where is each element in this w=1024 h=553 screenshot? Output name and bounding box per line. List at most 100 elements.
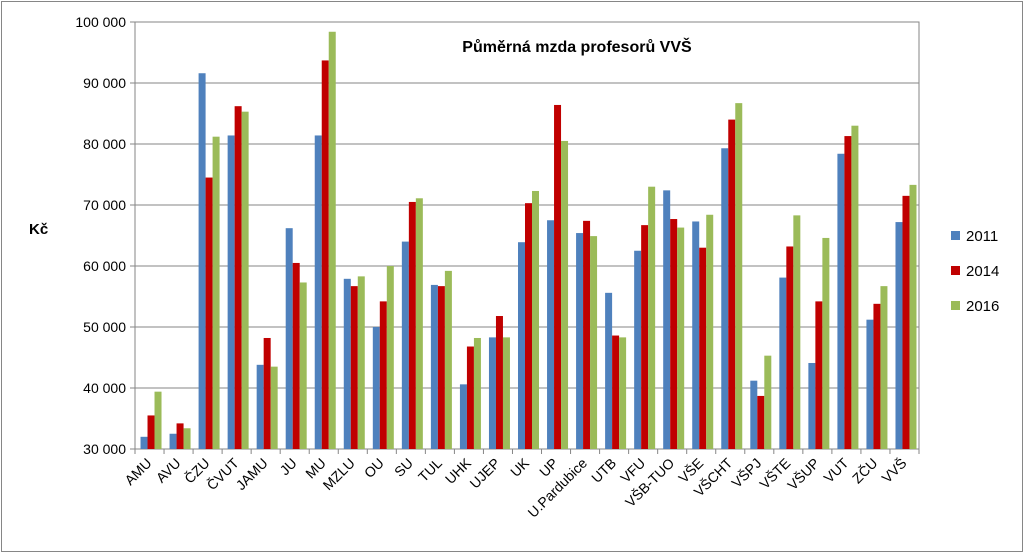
bar-2016 [270, 366, 278, 449]
bar-2016 [619, 337, 627, 449]
legend-label-2016: 2016 [966, 298, 999, 315]
y-axis-ticks: 30 000 40 000 50 000 60 000 70 000 80 000 90 0… [75, 14, 126, 457]
x-tick-label: TUL [415, 455, 445, 485]
x-tick-label: VŠPJ [728, 455, 764, 491]
bar-2011 [256, 364, 264, 449]
bar-2011 [779, 277, 787, 449]
bar-2014 [844, 136, 852, 449]
bar-2014 [176, 423, 184, 449]
chart-title: Půměrná mzda profesorů VVŠ [462, 37, 692, 56]
x-tick-label: UTB [588, 455, 619, 486]
bar-2016 [735, 103, 743, 449]
x-tick-label: UJEP [466, 455, 503, 492]
x-tick-label: SU [391, 455, 416, 480]
y-tick-label: 30 000 [83, 441, 126, 457]
bar-2016 [648, 186, 656, 449]
bar-2016 [677, 227, 685, 449]
legend-label-2014: 2014 [966, 263, 999, 280]
bar-2011 [227, 135, 235, 449]
bar-2011 [721, 148, 729, 449]
bar-2016 [328, 31, 336, 449]
bar-2011 [459, 384, 467, 449]
x-tick-label: MZLU [320, 455, 358, 493]
bar-2014 [234, 106, 242, 450]
y-tick-label: 80 000 [83, 136, 126, 152]
bar-2014 [205, 177, 213, 450]
bar-2011 [605, 292, 613, 449]
y-tick-label: 70 000 [83, 197, 126, 213]
x-tick-label: VŠUP [784, 455, 822, 493]
y-axis-label: Kč [29, 221, 48, 238]
x-tick-label: AMU [121, 455, 154, 488]
bar-2011 [866, 319, 874, 449]
bar-2011 [198, 73, 206, 450]
x-tick-label: OU [361, 455, 387, 481]
bar-2014 [466, 346, 474, 449]
bar-2011 [343, 278, 351, 449]
bar-2014 [147, 415, 155, 449]
bar-2011 [692, 221, 700, 449]
y-tick-label: 60 000 [83, 258, 126, 274]
bar-2014 [728, 119, 736, 449]
bar-2014 [408, 201, 416, 449]
bar-2014 [757, 395, 765, 449]
bar-2014 [583, 220, 591, 449]
x-tick-label: VUT [820, 454, 851, 485]
bar-2011 [576, 233, 584, 449]
bar-2014 [292, 262, 300, 449]
bar-2014 [699, 247, 707, 449]
bar-2016 [415, 198, 423, 449]
y-tick-label: 90 000 [83, 75, 126, 91]
bar-2016 [473, 337, 481, 449]
bar-2011 [837, 153, 845, 449]
bar-2016 [851, 125, 859, 449]
bar-2016 [502, 337, 510, 449]
bar-2011 [808, 362, 816, 449]
bar-2016 [386, 266, 394, 449]
x-tick-label: ČVUT [203, 455, 242, 494]
bar-2011 [430, 284, 438, 449]
bar-2016 [212, 136, 220, 449]
bar-2016 [590, 236, 598, 449]
x-tick-label: AVU [153, 455, 184, 486]
bar-2014 [815, 301, 823, 449]
x-tick-label: VVŠ [878, 455, 909, 486]
bar-2011 [488, 337, 496, 449]
bar-2016 [154, 391, 162, 449]
bar-2014 [873, 303, 881, 449]
bar-2011 [285, 228, 293, 449]
legend-swatch-2014 [951, 266, 960, 275]
bar-2014 [321, 60, 329, 450]
bar-2016 [909, 184, 917, 449]
bar-2011 [372, 327, 380, 449]
bar-2016 [561, 140, 569, 449]
bars [140, 31, 917, 450]
y-tick-label: 50 000 [83, 319, 126, 335]
bar-2016 [532, 190, 539, 449]
bar-2014 [670, 219, 678, 449]
bar-2011 [895, 222, 903, 449]
bar-2016 [299, 282, 307, 449]
bar-2011 [518, 242, 525, 449]
legend-swatch-2016 [951, 301, 960, 310]
x-tick-label: JAMU [233, 455, 271, 493]
bar-2014 [525, 203, 532, 449]
legend-swatch-2011 [951, 231, 960, 240]
x-tick-label: ZČU [849, 455, 881, 487]
bar-2014 [902, 195, 910, 449]
bar-2014 [263, 337, 271, 449]
bar-2011 [314, 135, 322, 449]
bar-2011 [169, 433, 177, 449]
y-tick-label: 100 000 [75, 14, 126, 30]
x-tick-label: JU [276, 455, 299, 478]
bar-2011 [750, 380, 758, 449]
bar-2011 [547, 220, 555, 449]
bar-2014 [786, 246, 794, 449]
bar-2016 [793, 215, 801, 449]
bar-2014 [554, 104, 562, 450]
bar-2014 [350, 286, 358, 449]
bar-2016 [183, 428, 191, 449]
bar-2016 [764, 355, 772, 449]
